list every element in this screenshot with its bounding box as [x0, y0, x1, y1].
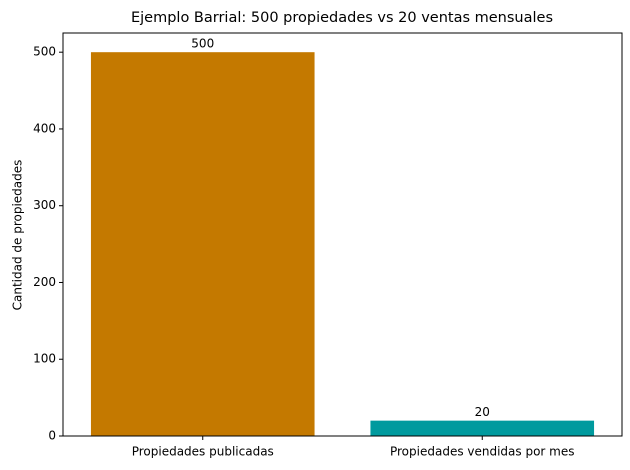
bar — [370, 420, 595, 436]
axes-frame — [62, 32, 623, 437]
bar — [90, 52, 315, 436]
chart-title: Ejemplo Barrial: 500 propiedades vs 20 v… — [131, 10, 553, 26]
value-label: 500 — [191, 37, 214, 51]
y-tick-label: 500 — [33, 45, 56, 59]
x-tick-label: Propiedades publicadas — [132, 445, 274, 459]
x-tick-label: Propiedades vendidas por mes — [390, 445, 575, 459]
value-label: 20 — [475, 405, 490, 419]
y-tick-label: 0 — [48, 429, 56, 443]
y-tick-label: 300 — [33, 198, 56, 212]
y-tick-label: 100 — [33, 352, 56, 366]
y-axis-label: Cantidad de propiedades — [11, 160, 25, 311]
y-tick-label: 200 — [33, 275, 56, 289]
y-tick-label: 400 — [33, 121, 56, 135]
